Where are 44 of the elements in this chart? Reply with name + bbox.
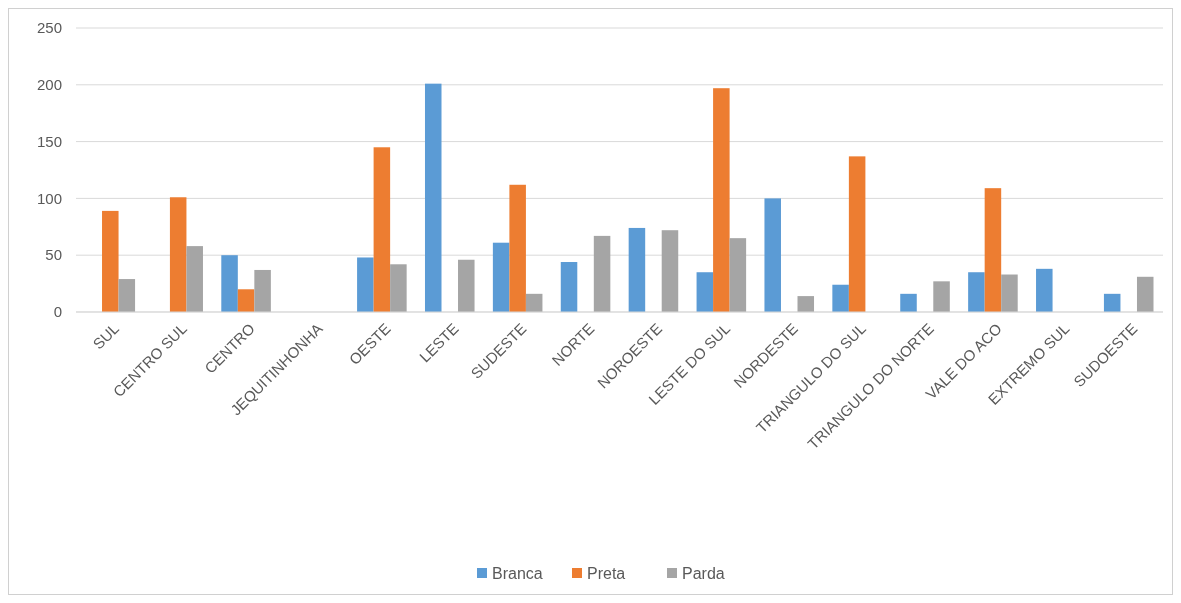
bar bbox=[560, 262, 578, 312]
bar bbox=[118, 279, 136, 312]
bar bbox=[729, 238, 747, 312]
bar bbox=[968, 272, 985, 312]
bar bbox=[1136, 276, 1154, 312]
bar bbox=[628, 227, 646, 312]
bar bbox=[254, 269, 271, 312]
bar bbox=[509, 184, 526, 312]
bar bbox=[696, 272, 714, 312]
y-tick-label: 150 bbox=[36, 132, 62, 150]
bar bbox=[424, 83, 442, 312]
legend-label: Parda bbox=[682, 564, 725, 582]
bar bbox=[764, 198, 781, 312]
x-tick-label: SUL bbox=[89, 319, 123, 353]
bar bbox=[848, 156, 866, 312]
y-tick-label: 250 bbox=[36, 19, 62, 37]
bar bbox=[492, 242, 510, 312]
y-tick-label: 200 bbox=[36, 76, 62, 94]
bar bbox=[1103, 293, 1121, 312]
bar bbox=[593, 235, 611, 312]
y-tick-label: 100 bbox=[36, 189, 62, 207]
bar bbox=[102, 210, 119, 312]
bar bbox=[390, 264, 407, 312]
bar bbox=[832, 284, 849, 312]
bar bbox=[186, 246, 203, 312]
legend-label: Preta bbox=[587, 564, 626, 582]
bar bbox=[1001, 274, 1018, 312]
bar bbox=[357, 257, 374, 312]
bar bbox=[458, 259, 475, 312]
bar bbox=[933, 281, 950, 312]
bar bbox=[237, 289, 255, 312]
bar bbox=[373, 147, 391, 312]
bar bbox=[713, 88, 730, 312]
y-tick-label: 0 bbox=[53, 303, 62, 321]
y-tick-label: 50 bbox=[45, 246, 62, 264]
bar bbox=[984, 188, 1002, 312]
bar bbox=[900, 293, 917, 312]
legend-label: Branca bbox=[492, 564, 543, 582]
bar bbox=[525, 293, 543, 312]
bar bbox=[221, 255, 238, 312]
bar bbox=[661, 230, 679, 312]
bar bbox=[1036, 268, 1053, 312]
bar bbox=[797, 296, 815, 312]
bar bbox=[169, 197, 187, 312]
